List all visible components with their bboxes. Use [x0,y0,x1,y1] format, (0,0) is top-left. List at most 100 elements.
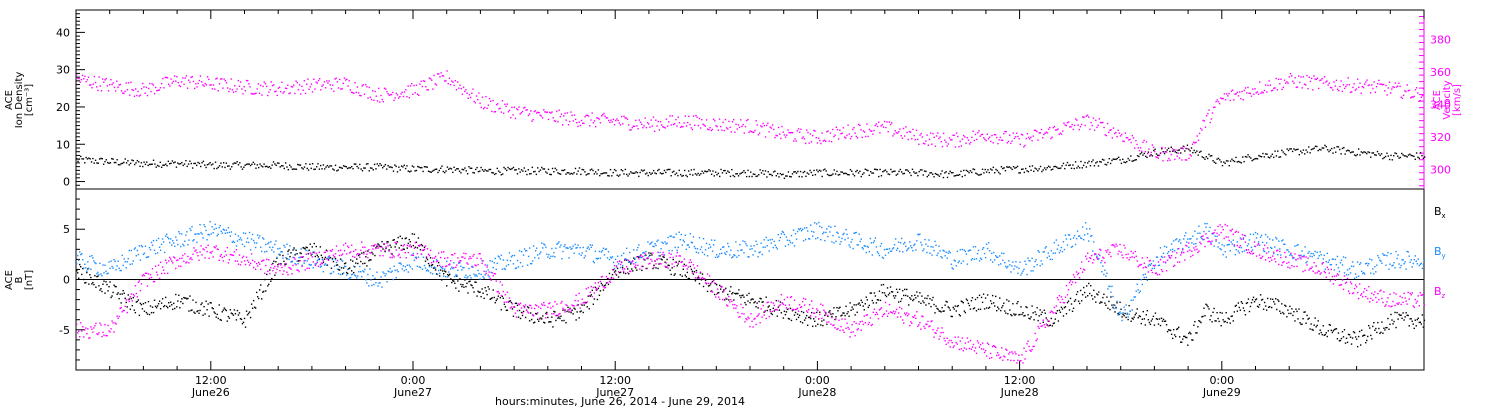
by-point [1307,252,1309,254]
velocity-point [727,128,729,130]
velocity-point [924,143,926,145]
density-point [1035,168,1038,170]
bx-point [140,303,143,306]
density-point [1320,149,1322,151]
by-point [763,239,765,241]
by-point [162,241,165,243]
by-point [445,275,447,278]
by-point [720,248,722,251]
density-point [120,162,122,165]
bx-point [790,319,793,322]
velocity-point [1174,158,1176,161]
density-point [324,168,326,170]
by-point [475,274,477,276]
bx-point [1336,338,1339,340]
density-point [926,175,928,178]
density-point [1236,161,1239,163]
bx-point [969,308,972,310]
velocity-point [689,123,691,126]
velocity-point [423,80,426,83]
velocity-point [879,132,881,134]
bx-point [871,299,874,302]
velocity-point [545,111,547,113]
by-point [246,237,249,239]
by-point [892,247,895,249]
by-point [1012,261,1014,263]
velocity-point [585,114,587,116]
bx-point [1172,328,1175,331]
by-point [403,269,405,272]
density-point [967,170,969,173]
bx-point [1405,312,1407,314]
by-point [937,252,939,254]
y-left-tick-label: 30 [56,64,70,77]
bx-point [214,312,216,315]
density-point [584,171,586,173]
velocity-point [1260,92,1262,94]
by-point [773,240,775,243]
velocity-point [698,117,701,120]
velocity-point [1073,124,1076,127]
density-point [558,172,560,175]
bx-point [209,301,211,304]
density-point [735,173,737,175]
bx-point [505,309,508,312]
bx-point [319,246,322,248]
bx-point [979,308,982,311]
density-point [527,169,529,171]
velocity-point [1083,116,1085,118]
by-point [1376,264,1378,266]
by-point [849,246,851,248]
bx-point [725,287,727,290]
by-point [1181,251,1183,253]
by-point [560,244,562,246]
bx-point [675,261,677,263]
density-point [1392,155,1395,157]
velocity-point [1117,129,1119,132]
velocity-point [469,96,472,99]
bx-point [176,306,178,308]
by-point [1072,237,1075,239]
bx-point [702,285,705,288]
bx-point [874,295,877,297]
by-point [442,275,445,277]
by-point [1238,252,1241,254]
by-point [525,249,528,252]
velocity-point [795,140,797,142]
density-point [151,163,153,165]
density-point [1402,154,1404,156]
bx-point [83,278,85,281]
density-point [1335,151,1337,153]
by-point [932,246,934,248]
velocity-point [530,110,532,112]
density-point [1026,170,1028,172]
velocity-point [399,96,401,98]
by-point [1023,268,1025,271]
bx-point [1348,334,1351,336]
by-point [538,257,540,259]
velocity-point [756,124,758,126]
by-point [1194,230,1196,232]
bx-point [150,311,153,314]
bx-point [1227,317,1229,319]
by-point [482,276,484,278]
velocity-point [932,133,934,135]
velocity-point [992,142,994,144]
velocity-point [628,124,630,126]
by-point [273,251,275,253]
bx-point [1217,317,1219,320]
velocity-point [900,134,902,137]
by-point [416,265,419,267]
density-point [894,170,896,172]
density-point [553,170,555,173]
density-point [754,173,756,176]
density-point [820,170,822,172]
by-point [1187,238,1189,240]
by-point [464,276,466,278]
by-point [897,241,900,243]
bx-point [342,267,345,269]
velocity-point [1272,89,1274,92]
density-point [550,173,552,176]
velocity-point [1267,84,1269,87]
velocity-point [532,118,534,121]
